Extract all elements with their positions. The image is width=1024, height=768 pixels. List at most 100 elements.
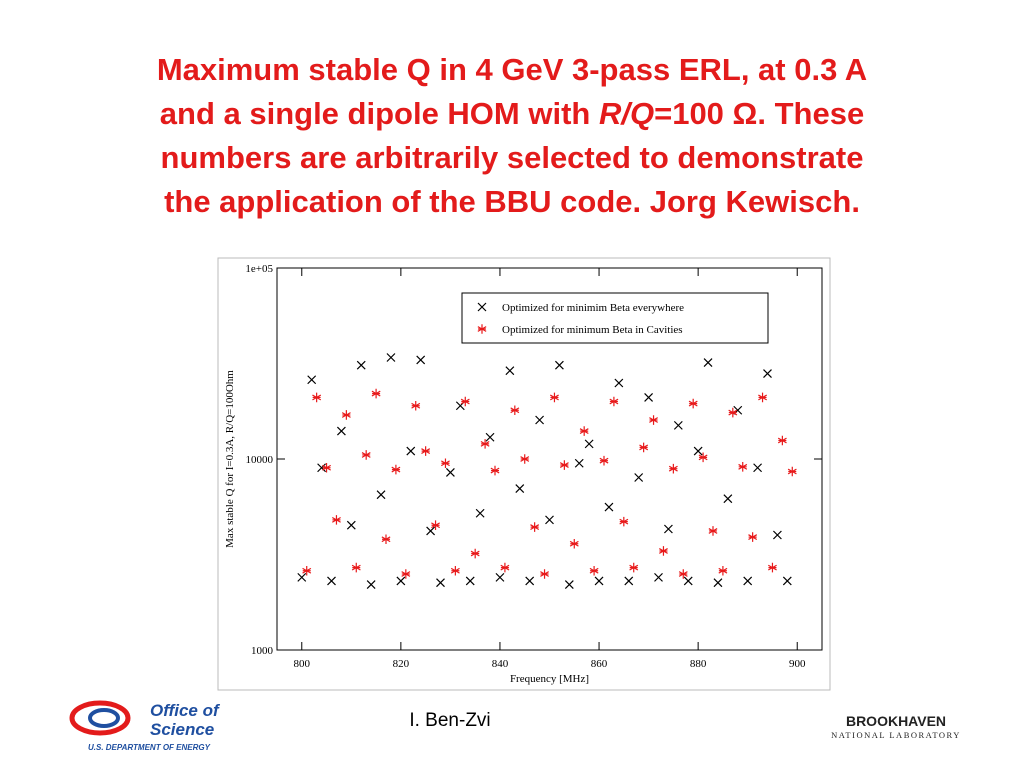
point	[525, 576, 535, 586]
point	[753, 463, 763, 473]
point	[465, 576, 475, 586]
point	[535, 415, 545, 425]
point	[658, 546, 668, 556]
logo-swirl	[69, 700, 131, 736]
logo-swirl	[88, 708, 120, 728]
point	[763, 369, 772, 379]
point	[391, 464, 401, 475]
title-italic: R/Q	[599, 96, 654, 131]
point	[366, 580, 376, 590]
point	[673, 420, 683, 430]
point	[554, 360, 564, 370]
legend-label: Optimized for minimim Beta everywhere	[502, 302, 684, 314]
title-line: and a single dipole HOM with R/Q=100 Ω. …	[160, 96, 864, 131]
point	[688, 398, 698, 409]
point	[644, 393, 654, 402]
point	[500, 562, 510, 573]
legend-marker	[477, 324, 487, 334]
legend-box	[461, 292, 769, 344]
point	[569, 538, 579, 549]
point	[406, 446, 416, 456]
point	[624, 576, 634, 586]
point	[564, 580, 574, 590]
point	[545, 515, 554, 525]
point	[421, 446, 431, 456]
point	[416, 355, 426, 365]
point	[540, 569, 550, 579]
point	[649, 415, 659, 425]
point	[758, 392, 768, 403]
point	[322, 462, 332, 473]
logo-text: Office of	[150, 701, 221, 720]
point	[683, 576, 693, 586]
point	[401, 569, 411, 579]
point	[431, 520, 441, 531]
x-tick-label: 820	[393, 658, 410, 670]
point	[351, 562, 361, 573]
point	[312, 392, 322, 403]
point	[728, 407, 738, 418]
x-tick-label: 800	[294, 658, 311, 670]
point	[495, 572, 505, 582]
point	[450, 565, 460, 576]
point	[485, 432, 495, 442]
title-line: the application of the BBU code. Jorg Ke…	[164, 184, 860, 219]
logo-text: NATIONAL LABORATORY	[831, 730, 961, 740]
brookhaven-logo: BROOKHAVEN NATIONAL LABORATORY	[831, 713, 961, 740]
logo-text: U.S. DEPARTMENT OF ENERGY	[88, 743, 211, 752]
point	[297, 572, 307, 582]
point	[505, 366, 515, 376]
point	[341, 410, 351, 420]
y-tick-label: 10000	[246, 454, 274, 466]
point	[777, 435, 787, 446]
point	[530, 522, 540, 532]
point	[668, 463, 678, 474]
point	[515, 484, 525, 494]
point	[619, 516, 629, 527]
point	[693, 446, 703, 456]
point	[460, 396, 470, 407]
point	[654, 572, 663, 582]
point	[386, 353, 396, 362]
point	[470, 548, 480, 559]
point	[589, 565, 599, 576]
point	[743, 576, 753, 586]
x-tick-label: 860	[591, 658, 608, 670]
point	[584, 439, 594, 449]
point	[361, 450, 371, 460]
legend-marker	[477, 302, 487, 312]
x-axis-label: Frequency [MHz]	[510, 673, 589, 685]
point	[713, 578, 723, 588]
point	[782, 576, 792, 586]
point	[480, 439, 490, 449]
x-tick-label: 840	[492, 658, 509, 670]
point	[396, 576, 406, 586]
point	[574, 458, 584, 468]
point	[336, 426, 346, 436]
point	[490, 465, 500, 476]
point	[614, 378, 624, 388]
point	[426, 526, 436, 536]
point	[440, 458, 450, 469]
point	[698, 452, 708, 463]
point	[520, 454, 530, 464]
y-tick-label: 1000	[251, 645, 274, 657]
y-tick-label: 1e+05	[245, 263, 273, 275]
point	[317, 463, 327, 473]
point	[475, 508, 485, 518]
point	[748, 532, 758, 542]
point	[307, 375, 317, 385]
point	[371, 388, 381, 399]
point	[629, 562, 639, 573]
point	[609, 396, 619, 407]
point	[723, 494, 733, 504]
logo-text: Science	[150, 720, 214, 739]
point	[346, 520, 356, 530]
point	[639, 442, 649, 453]
point	[787, 466, 797, 477]
point	[678, 569, 688, 579]
point	[594, 576, 604, 586]
point	[599, 455, 609, 466]
title-line: numbers are arbitrarily selected to demo…	[161, 140, 864, 175]
